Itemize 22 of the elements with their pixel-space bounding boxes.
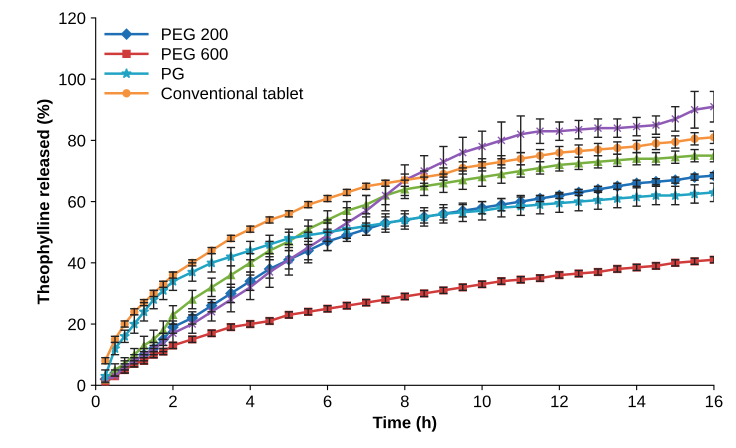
x-tick-label: 6 — [324, 395, 332, 408]
x-tick-label: 2 — [169, 395, 177, 408]
x-tick-label: 16 — [706, 395, 722, 408]
y-tick-label: 20 — [68, 318, 86, 330]
y-axis-title: Theophylline released (%) — [37, 100, 53, 304]
x-tick-label: 8 — [400, 395, 409, 408]
y-tick-label: 60 — [68, 196, 86, 208]
y-tick-label: 120 — [59, 12, 86, 24]
legend-label: Conventional tablet — [162, 87, 304, 100]
y-tick-label: 0 — [77, 380, 86, 392]
legend-label: PEG 200 — [162, 28, 228, 40]
y-tick-label: 80 — [68, 134, 86, 147]
y-tick-label: 40 — [68, 257, 86, 270]
x-tick-label: 0 — [92, 395, 100, 408]
x-tick-label: 12 — [551, 395, 568, 408]
legend-label: PEG 600 — [162, 48, 228, 60]
x-axis-title: Time (h) — [372, 416, 436, 432]
y-tick-label: 100 — [59, 74, 86, 86]
x-tick-label: 4 — [246, 396, 254, 408]
x-tick-label: 14 — [628, 396, 646, 408]
legend-label: PG — [162, 68, 184, 80]
x-tick-label: 10 — [474, 395, 491, 408]
